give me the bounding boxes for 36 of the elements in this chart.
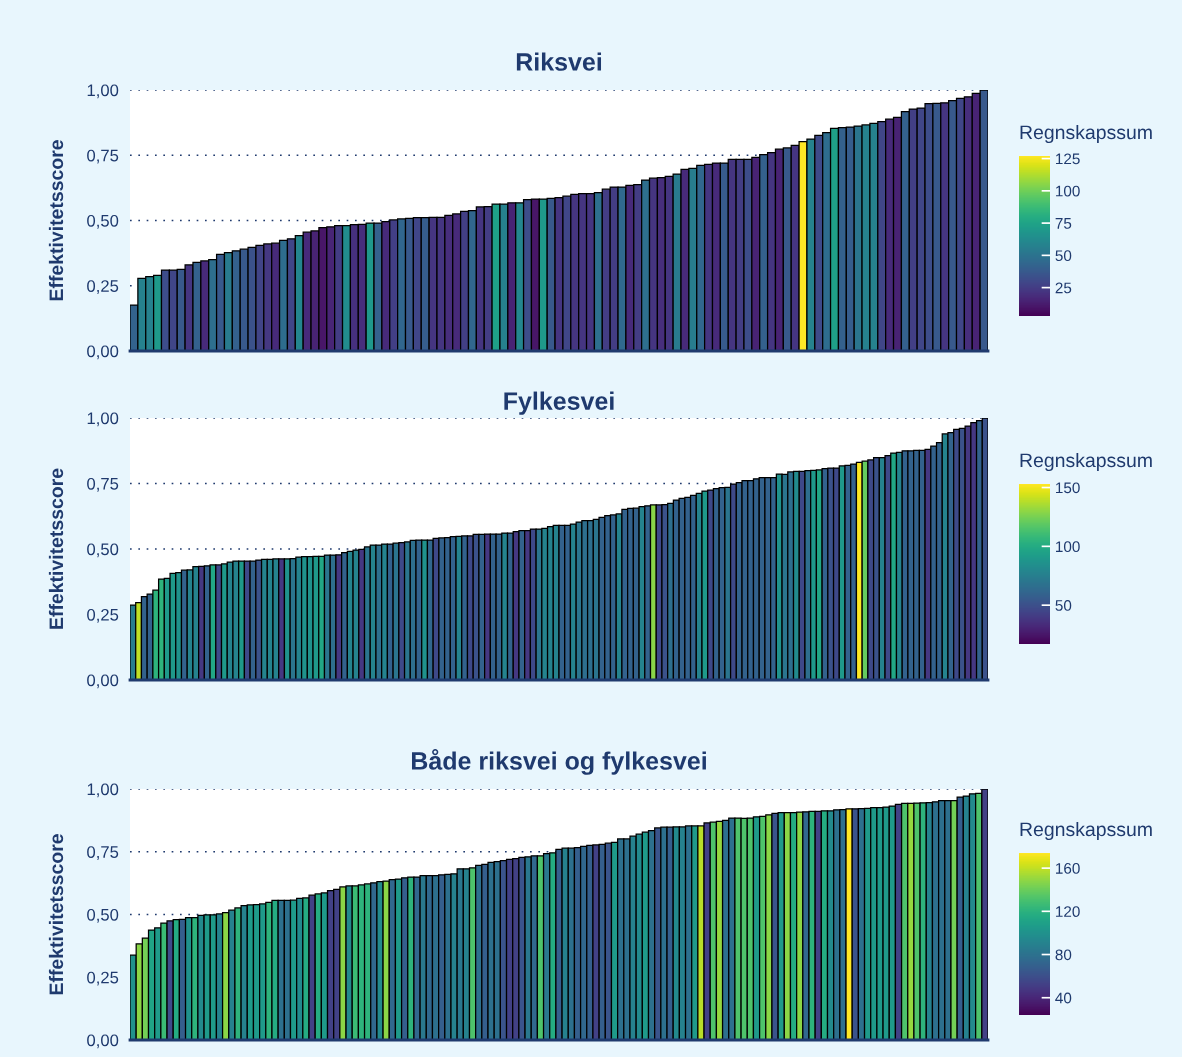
- y-tick-label: 0,75: [87, 149, 119, 164]
- y-tick-label: 1,00: [87, 412, 119, 427]
- y-tick-label: 0,25: [87, 608, 119, 623]
- color-bar-label: 40: [1055, 992, 1072, 1004]
- color-bar-label: 50: [1055, 250, 1072, 262]
- color-bar-label: 50: [1055, 600, 1072, 611]
- chart-title: Fylkesvei: [504, 391, 614, 415]
- color-bar-title: Regnskapssum: [1020, 124, 1152, 144]
- y-tick-label: 0,00: [87, 674, 119, 689]
- y-tick-label: 0,25: [87, 971, 119, 986]
- chart-title: Både riksvei og fylkesvei: [411, 748, 706, 775]
- y-tick-label: 1,00: [87, 84, 119, 99]
- color-bar-label: 125: [1056, 153, 1080, 165]
- y-tick-label: 0,50: [87, 543, 119, 558]
- y-tick-label: 0,50: [87, 214, 119, 229]
- y-tick-label: 0,75: [87, 477, 119, 492]
- y-tick-label: 0,50: [87, 908, 119, 923]
- color-bar-label: 100: [1056, 541, 1080, 553]
- y-tick-label: 0,00: [87, 345, 119, 360]
- y-axis-title: Effektivitetsscore: [48, 834, 64, 995]
- y-tick-label: 1,00: [87, 783, 119, 798]
- color-bar-label: 120: [1056, 906, 1080, 918]
- y-axis-title: Effektivitetsscore: [48, 140, 64, 301]
- color-bar-label: 100: [1056, 185, 1080, 197]
- y-tick-label: 0,00: [87, 1034, 119, 1049]
- color-bar-label: 160: [1056, 862, 1080, 874]
- chart-title: Riksvei: [516, 52, 602, 71]
- color-bar-title: Regnskapssum: [1020, 821, 1152, 841]
- color-bar-label: 25: [1055, 282, 1072, 294]
- color-bar-label: 150: [1056, 482, 1080, 494]
- y-axis-title: Effektivitetsscore: [48, 468, 64, 629]
- color-bar-title: Regnskapssum: [1020, 452, 1152, 472]
- y-tick-label: 0,75: [87, 846, 119, 860]
- y-tick-label: 0,25: [87, 280, 119, 294]
- color-bar-label: 80: [1055, 949, 1072, 961]
- color-bar-label: 75: [1055, 218, 1072, 229]
